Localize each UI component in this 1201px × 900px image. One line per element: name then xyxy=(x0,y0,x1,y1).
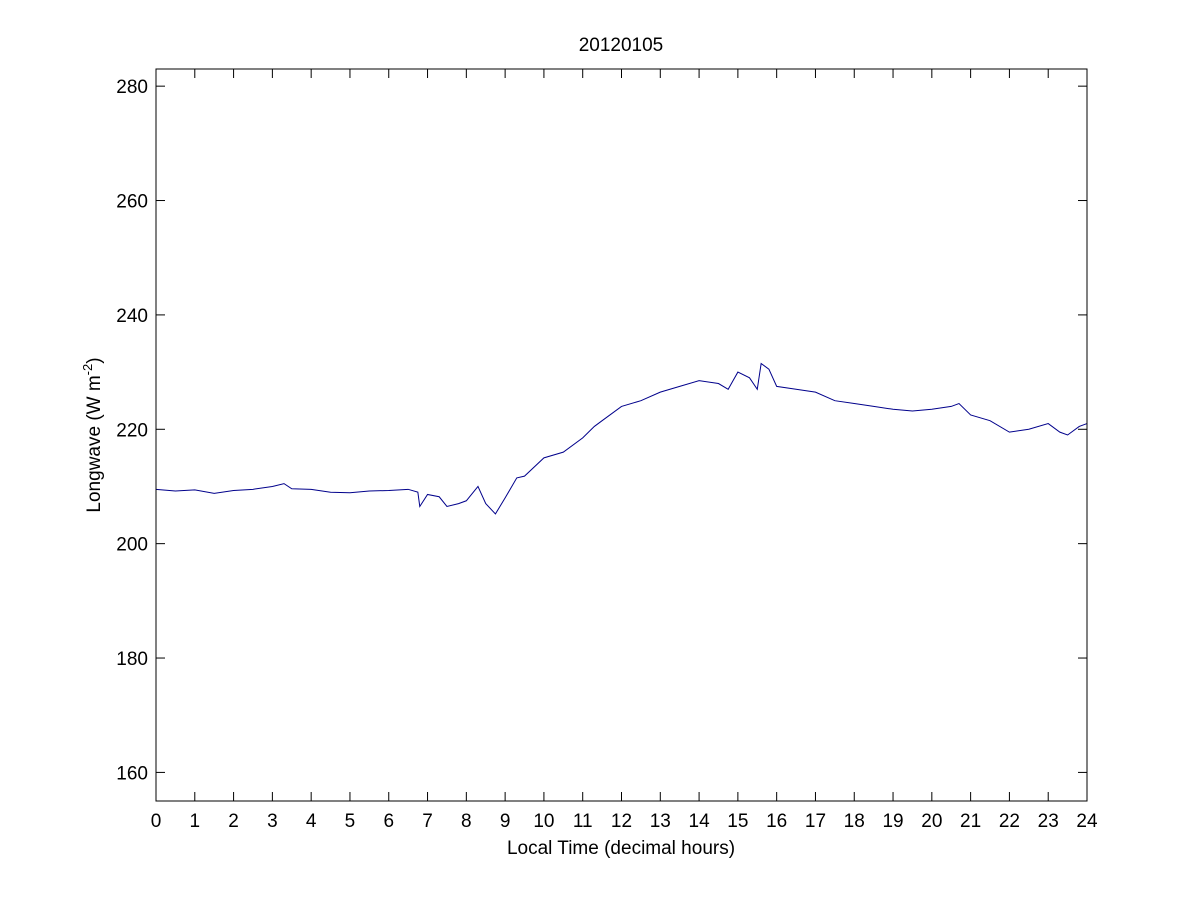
x-tick-labels: 0 1 2 3 4 5 6 7 8 9 10 11 12 13 14 15 16 17 18 19 20 21 22 23 24 xyxy=(151,811,1098,832)
x-tick-label: 9 xyxy=(500,811,511,832)
x-tick-label: 22 xyxy=(999,811,1020,832)
y-tick-labels: 160 180 200 220 240 260 280 xyxy=(116,77,148,784)
plot-area xyxy=(156,69,1087,801)
chart-title: 20120105 xyxy=(579,35,664,56)
longwave-series-line xyxy=(155,362,1088,515)
y-tick-label: 200 xyxy=(116,535,148,556)
x-tick-label: 4 xyxy=(306,811,317,832)
x-tick-label: 5 xyxy=(345,811,356,832)
x-tick-label: 15 xyxy=(727,811,748,832)
x-tick-label: 6 xyxy=(383,811,394,832)
x-tick-label: 16 xyxy=(766,811,787,832)
y-tick-label: 160 xyxy=(116,763,148,784)
y-tick-label: 180 xyxy=(116,649,148,670)
y-tick-label: 240 xyxy=(116,306,148,327)
axis-ticks xyxy=(155,69,1088,801)
x-axis-label: Local Time (decimal hours) xyxy=(507,838,735,859)
x-tick-label: 23 xyxy=(1038,811,1059,832)
y-axis-label-close: ) xyxy=(84,357,105,363)
x-tick-label: 3 xyxy=(267,811,278,832)
x-tick-label: 8 xyxy=(461,811,472,832)
y-tick-label: 220 xyxy=(116,420,148,441)
x-tick-label: 1 xyxy=(190,811,201,832)
x-tick-label: 2 xyxy=(228,811,239,832)
x-tick-label: 11 xyxy=(573,811,593,832)
x-tick-label: 21 xyxy=(960,811,981,832)
x-tick-label: 24 xyxy=(1076,811,1098,832)
x-tick-label: 19 xyxy=(882,811,903,832)
x-tick-label: 10 xyxy=(533,811,554,832)
x-tick-label: 18 xyxy=(844,811,865,832)
y-axis-label-main: Longwave (W m xyxy=(84,375,105,512)
x-tick-label: 14 xyxy=(689,811,711,832)
y-axis-label: Longwave (W m-2) xyxy=(80,357,105,512)
y-tick-label: 260 xyxy=(116,192,148,213)
x-tick-label: 20 xyxy=(921,811,942,832)
x-tick-label: 0 xyxy=(151,811,162,832)
x-tick-label: 12 xyxy=(611,811,632,832)
x-tick-label: 13 xyxy=(650,811,671,832)
x-tick-label: 7 xyxy=(422,811,433,832)
plot-frame xyxy=(155,68,1088,802)
y-axis-label-superscript: -2 xyxy=(80,364,95,376)
y-tick-label: 280 xyxy=(116,77,148,98)
x-tick-label: 17 xyxy=(805,811,826,832)
